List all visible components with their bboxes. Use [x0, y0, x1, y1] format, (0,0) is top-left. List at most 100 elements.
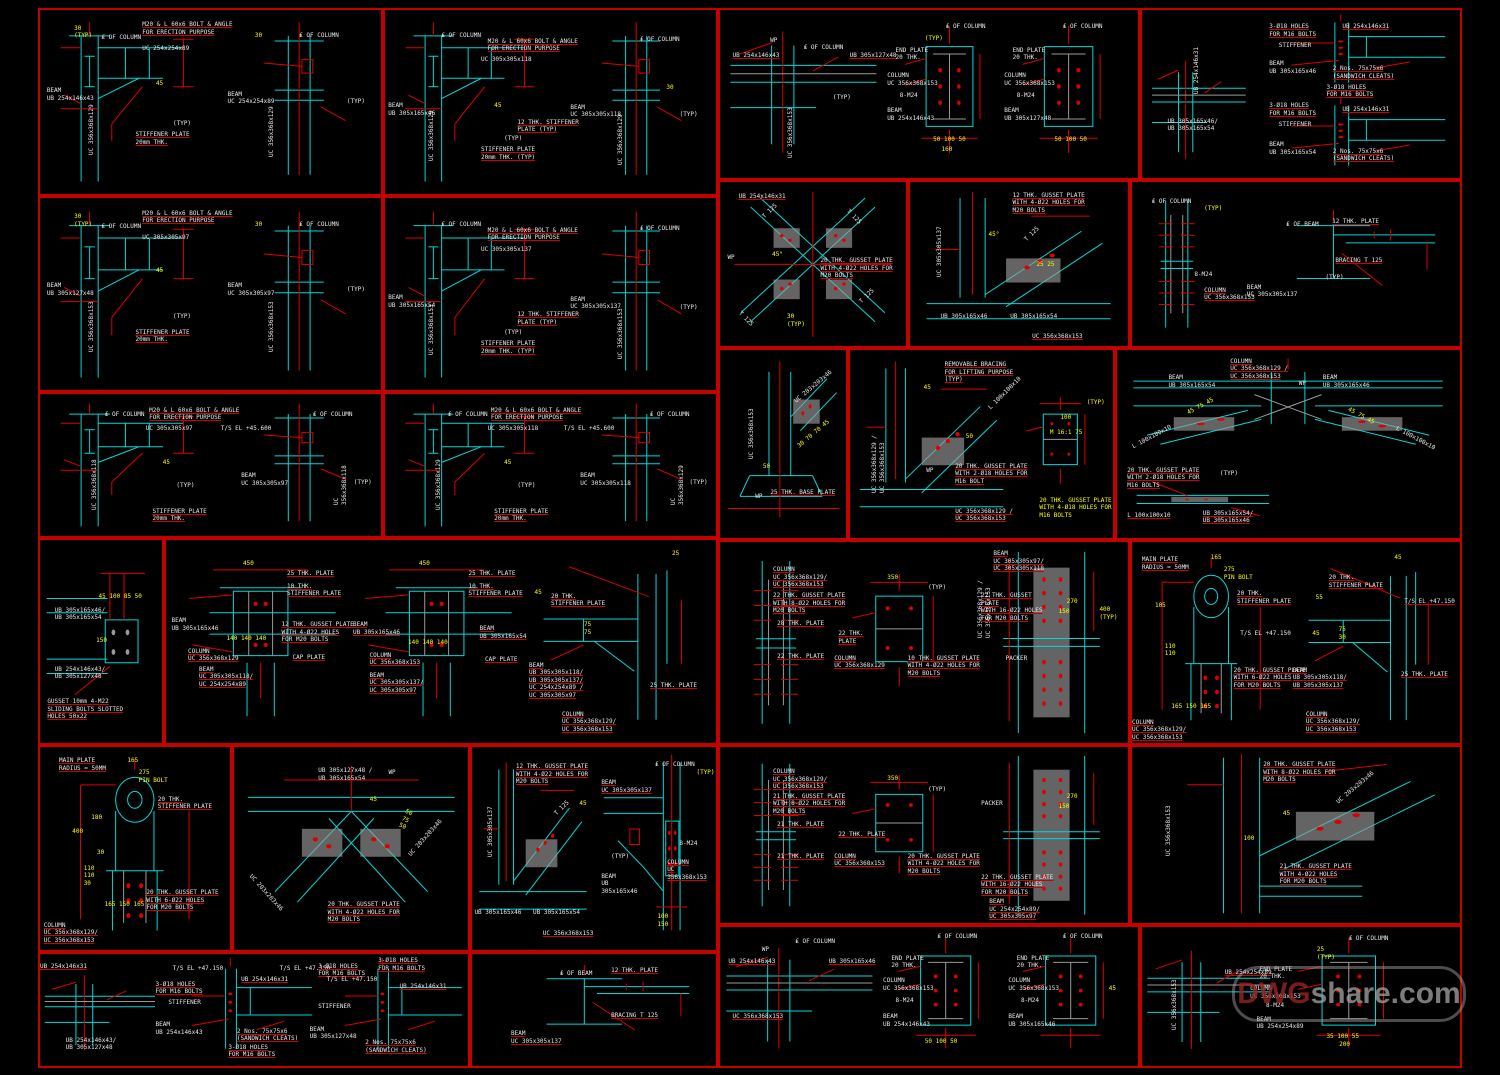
- annotation-label: UC 356x368x153: [1164, 805, 1172, 857]
- detail-panel-P26: WP ₤ OF COLUMN UB 254x146x43 UB 305x165x46 U…: [718, 925, 1140, 1068]
- annotation-label: BEAM UB 254x146x43: [887, 107, 935, 122]
- annotation-label: UC 305x305x97: [142, 234, 190, 242]
- annotation-label: 20 THK. GUSSET PLATE WITH 4-Ø22 HOLES FO…: [820, 257, 893, 280]
- annotation-label: ₤ OF COLUMN: [795, 938, 835, 946]
- detail-panel-P17: COLUMN UC 356x368x129/ UC 356x368x153 22 …: [718, 540, 1130, 745]
- annotation-label: BEAM UC 254x254x89: [227, 90, 275, 106]
- corbel-drawing: [1296, 550, 1453, 735]
- annotation-label: 21 THK. PLATE: [777, 852, 825, 860]
- annotation-label: UC 356x368x129: [268, 106, 276, 158]
- annotation-label: 30 (TYP): [74, 213, 93, 228]
- annotation-label: 400: [72, 828, 84, 836]
- annotation-label: 150: [1058, 803, 1070, 811]
- diaggusset-drawing: [850, 358, 1013, 531]
- annotation-label: BEAM UC 305x305x118: [570, 103, 621, 119]
- annotation-label: BEAM UB 305x305x118/ UB 305x305x137/ UC …: [529, 661, 584, 699]
- vgusset-drawing: [239, 759, 464, 934]
- corbel-drawing: [529, 548, 711, 735]
- annotation-label: 25 THK. PLATE: [287, 570, 334, 578]
- annotation-label: WP: [770, 36, 778, 44]
- annotation-label: L 100x100x10: [1127, 511, 1171, 519]
- annotation-label: BEAM UB 305x165x46: [171, 617, 219, 632]
- xbrace-drawing: [731, 189, 895, 340]
- annotation-label: UC 356x368x129: [669, 465, 685, 505]
- annotation-label: UB 305x127x48 / UB 305x165x54: [318, 767, 373, 782]
- annotation-label: 140 140 140: [226, 635, 267, 643]
- endplate-drawing: [891, 20, 1008, 168]
- annotation-label: 50 100 50: [1054, 136, 1087, 143]
- annotation-label: UC 356x368x129: [616, 113, 624, 165]
- annotation-label: (TYP): [346, 286, 365, 294]
- beamcol-drawing: [47, 19, 218, 188]
- annotation-label: ₤ OF COLUMN: [101, 222, 142, 230]
- annotation-label: 45: [579, 799, 587, 807]
- annotation-label: 45: [1108, 985, 1116, 993]
- capplate-drawing: [172, 552, 343, 731]
- endplate-drawing: [1008, 933, 1133, 1061]
- annotation-label: BRACING T 125: [611, 1012, 659, 1020]
- capplate-drawing: [348, 552, 519, 731]
- detail-panel-P25: ₤ OF BEAM 12 THK. PLATE BRACING T 125 BEAM …: [470, 952, 718, 1068]
- annotation-label: UB 305x165x54: [1010, 313, 1058, 321]
- teebrace-drawing: [1244, 205, 1447, 320]
- annotation-label: BEAM UB 254x146x43: [155, 1021, 203, 1036]
- annotation-label: 8-M24: [1266, 1002, 1285, 1010]
- annotation-label: UC 305x305x137: [936, 226, 944, 278]
- annotation-label: T/S EL +47.150: [172, 965, 224, 973]
- annotation-label: 100: [1060, 413, 1072, 421]
- annotation-label: BEAM UC 305x305x97: [227, 282, 275, 297]
- annotation-label: 45: [923, 383, 931, 391]
- annotation-label: BEAM UC 305x305x137: [601, 779, 652, 794]
- annotation-label: 10 THK. STIFFENER PLATE: [468, 582, 523, 598]
- annotation-label: ₤ OF BEAM: [1286, 221, 1319, 229]
- annotation-label: UC 305x305x137: [480, 246, 532, 253]
- annotation-label: 12 THK. PLATE: [1332, 218, 1380, 226]
- annotation-label: STIFFENER PLATE 20mm THK.: [152, 507, 207, 523]
- colelev-drawing: [570, 208, 702, 385]
- spliceplate-drawing: [834, 768, 965, 888]
- annotation-label: COLUMN UC 356x368x129/ UC 356x368x153: [1132, 718, 1187, 741]
- annotation-label: 100: [1243, 835, 1255, 842]
- annotation-label: (TYP): [353, 479, 372, 487]
- annotation-label: MAIN PLATE RADIUS = 50MM: [59, 757, 106, 772]
- annotation-label: COLUMN UC 356x368x153: [1008, 977, 1059, 992]
- annotation-label: UC 356x368x153: [786, 107, 794, 158]
- annotation-label: ₤ OF COLUMN: [655, 761, 695, 769]
- annotation-label: 50: [965, 432, 973, 440]
- annotation-label: 25 25: [1036, 260, 1055, 268]
- annotation-label: BEAM UC 305x305x137: [511, 1030, 562, 1045]
- annotation-label: ₤ OF COLUMN: [441, 32, 482, 40]
- annotation-label: 140 140 140: [408, 639, 448, 647]
- annotation-label: STIFFENER: [318, 1003, 351, 1011]
- detail-panel-P14: COLUMN UC 356x368x129 / UC 356x368x153 BE…: [1115, 348, 1462, 540]
- annotation-label: T/S EL +45.600: [220, 425, 272, 433]
- annotation-label: M20 & L 60x6 BOLT & ANGLE FOR ERECTION P…: [487, 37, 578, 53]
- annotation-label: STIFFENER PLATE 20mm THK.: [494, 507, 549, 523]
- annotation-label: 20 THK. STIFFENER PLATE: [1236, 590, 1292, 605]
- annotation-label: UB 254x146x43/ UB 305x127x48: [54, 665, 106, 681]
- annotation-label: 165 150 165: [1171, 702, 1212, 710]
- colelev-drawing: [231, 19, 367, 188]
- annotation-label: 2 Nos. 75x75x6 (SANDWICH CLEATS): [365, 1039, 427, 1054]
- annotation-label: END PLATE 20 THK.: [1016, 954, 1050, 970]
- annotation-label: COLUMN UC 356x368x153: [1204, 286, 1255, 302]
- annotation-label: UC 356x368x129: [428, 110, 436, 161]
- colendplate-drawing: [594, 751, 714, 946]
- annotation-label: 45: [1282, 810, 1291, 818]
- annotation-label: STIFFENER: [168, 998, 201, 1006]
- annotation-label: BEAM UC 305x305x118/ UC 254x254x89: [199, 665, 254, 688]
- spliceelev-drawing: [724, 754, 830, 916]
- annotation-label: 8-M24: [1194, 270, 1213, 278]
- annotation-label: 30: [97, 848, 105, 856]
- annotation-label: UC 305x305x118: [480, 56, 532, 63]
- annotation-label: UC 356x368x153: [747, 408, 755, 460]
- endplate-drawing: [1008, 20, 1129, 168]
- annotation-label: 20 THK. GUSSET PLATE WITH 4-Ø22 HOLES FO…: [327, 901, 400, 924]
- annotation-label: ₤ OF COLUMN: [639, 224, 680, 232]
- detail-panel-P12: UC 356x368x153 UC 203x203x46 50 30 70 70 45…: [718, 348, 848, 540]
- annotation-label: ₤ OF COLUMN: [299, 32, 339, 40]
- annotation-label: ₤ OF COLUMN: [1151, 198, 1192, 206]
- annotation-label: 12 THK. GUSSET PLATE WITH 4-Ø22 HOLES FO…: [281, 621, 354, 644]
- annotation-label: COLUMN UC 356x368x129/ UC 356x368x153: [43, 921, 98, 944]
- diaggusset-drawing: [472, 759, 594, 934]
